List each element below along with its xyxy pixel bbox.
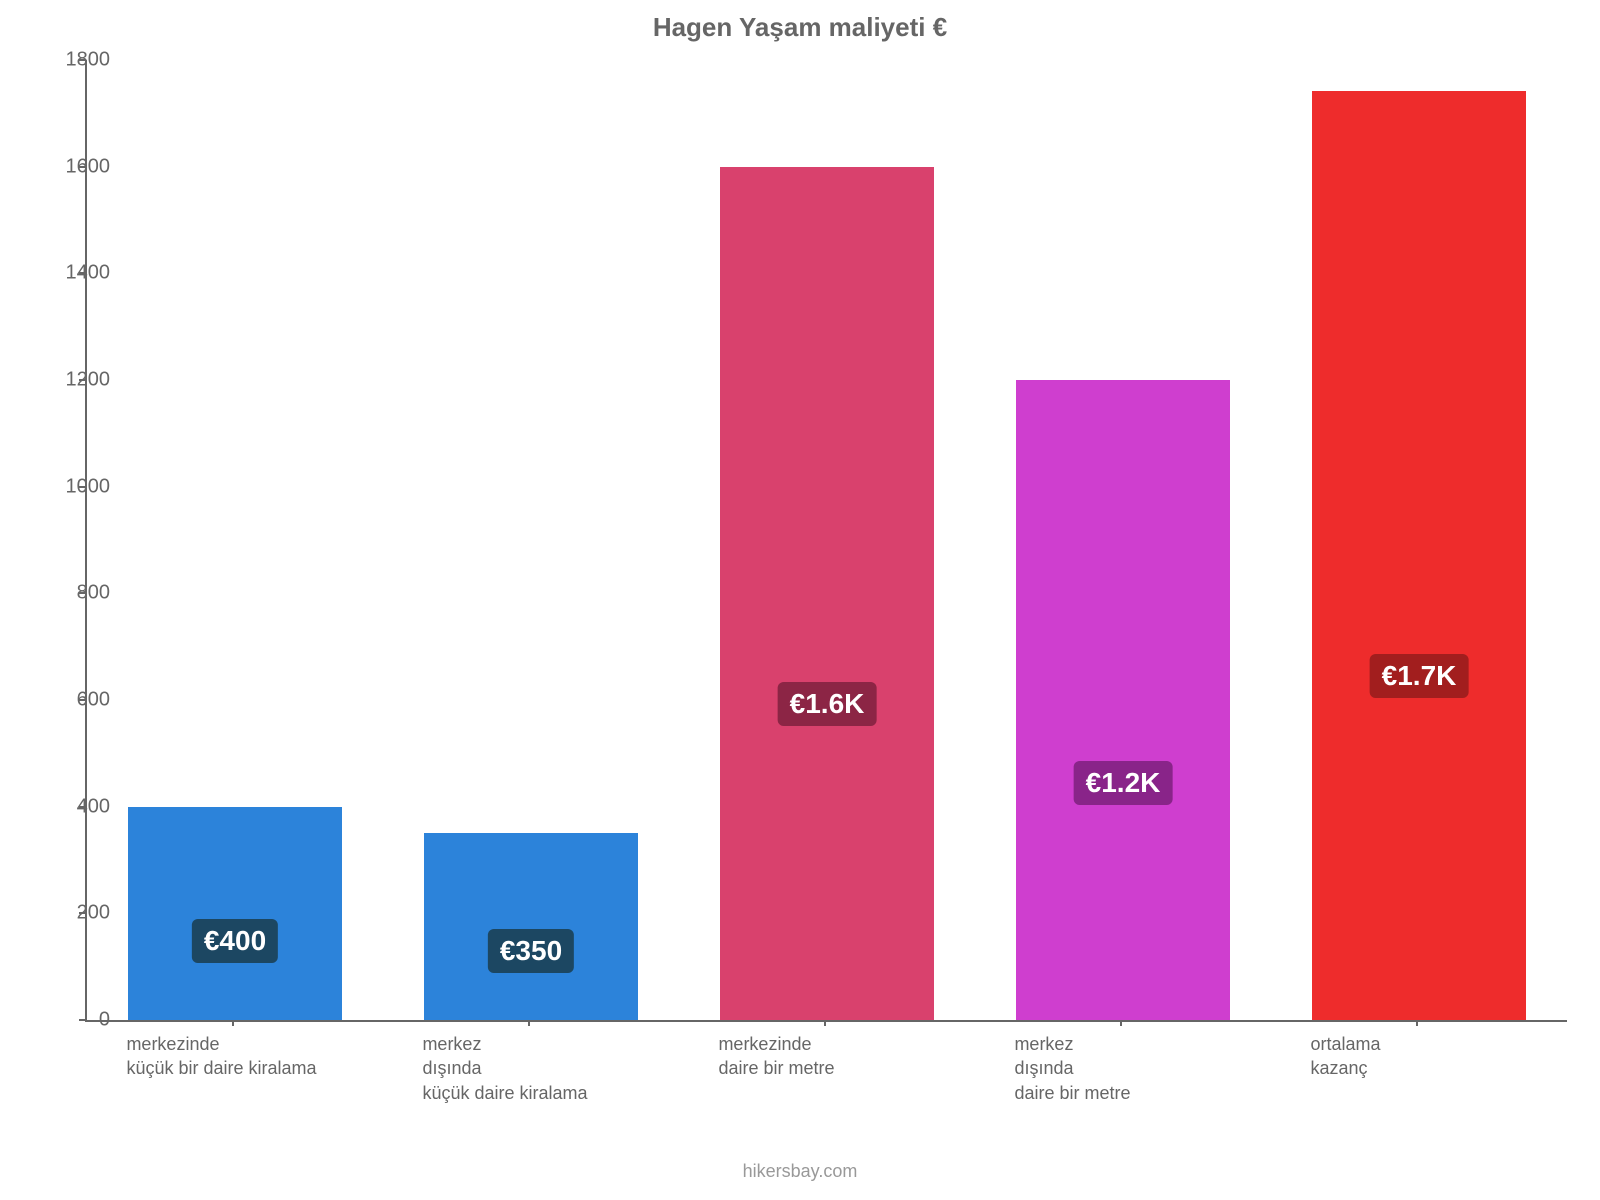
bar-value-label: €1.7K bbox=[1370, 654, 1469, 698]
x-category-label: ortalama kazanç bbox=[1310, 1032, 1380, 1081]
bar-value-label: €1.6K bbox=[778, 682, 877, 726]
x-category-label: merkezinde daire bir metre bbox=[718, 1032, 834, 1081]
x-tick-mark bbox=[528, 1020, 530, 1026]
x-category-label: merkez dışında küçük daire kiralama bbox=[422, 1032, 587, 1105]
x-tick-mark bbox=[1120, 1020, 1122, 1026]
attribution-text: hikersbay.com bbox=[0, 1161, 1600, 1182]
bar bbox=[1016, 380, 1229, 1020]
bar-value-label: €1.2K bbox=[1074, 761, 1173, 805]
bar bbox=[720, 167, 933, 1020]
x-category-label: merkez dışında daire bir metre bbox=[1014, 1032, 1130, 1105]
x-tick-mark bbox=[824, 1020, 826, 1026]
bar bbox=[424, 833, 637, 1020]
x-tick-mark bbox=[1416, 1020, 1418, 1026]
bar bbox=[128, 807, 341, 1020]
bar-value-label: €400 bbox=[192, 919, 278, 963]
x-category-label: merkezinde küçük bir daire kiralama bbox=[126, 1032, 316, 1081]
chart-container: Hagen Yaşam maliyeti € 0 200 400 600 800… bbox=[0, 0, 1600, 1200]
x-tick-mark bbox=[232, 1020, 234, 1026]
bar bbox=[1312, 91, 1525, 1020]
chart-title: Hagen Yaşam maliyeti € bbox=[0, 12, 1600, 43]
bar-value-label: €350 bbox=[488, 929, 574, 973]
plot-area: €400 €350 €1.6K €1.2K €1.7K bbox=[85, 60, 1567, 1022]
